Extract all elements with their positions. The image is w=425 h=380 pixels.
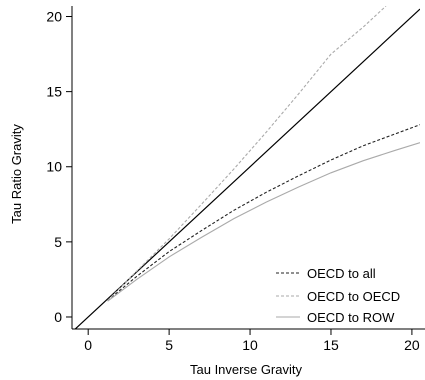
- y-tick-label: 10: [46, 159, 62, 175]
- ticks: 0 5 10 15 20 0 5 10 15 20: [46, 9, 419, 353]
- axes: [71, 6, 425, 330]
- legend-label: OECD to all: [307, 266, 376, 281]
- series-line-0: [107, 124, 420, 301]
- x-tick-label: 15: [323, 337, 339, 353]
- series-lines: [74, 6, 420, 329]
- y-tick-label: 15: [46, 84, 62, 100]
- reference-line-45deg: [74, 8, 420, 329]
- series-line-2: [107, 142, 420, 302]
- x-tick-label: 0: [84, 337, 92, 353]
- x-tick-label: 5: [165, 337, 173, 353]
- x-tick-label: 10: [242, 337, 258, 353]
- legend-label: OECD to OECD: [307, 289, 400, 304]
- x-axis-label: Tau Inverse Gravity: [190, 362, 302, 377]
- y-tick-label: 0: [54, 309, 62, 325]
- legend: OECD to all OECD to OECD OECD to ROW: [276, 266, 400, 325]
- legend-label: OECD to ROW: [307, 310, 395, 325]
- x-tick-label: 20: [404, 337, 420, 353]
- y-tick-label: 5: [54, 234, 62, 250]
- y-axis-label: Tau Ratio Gravity: [9, 124, 24, 224]
- series-line-1: [107, 6, 387, 301]
- y-tick-label: 20: [46, 9, 62, 25]
